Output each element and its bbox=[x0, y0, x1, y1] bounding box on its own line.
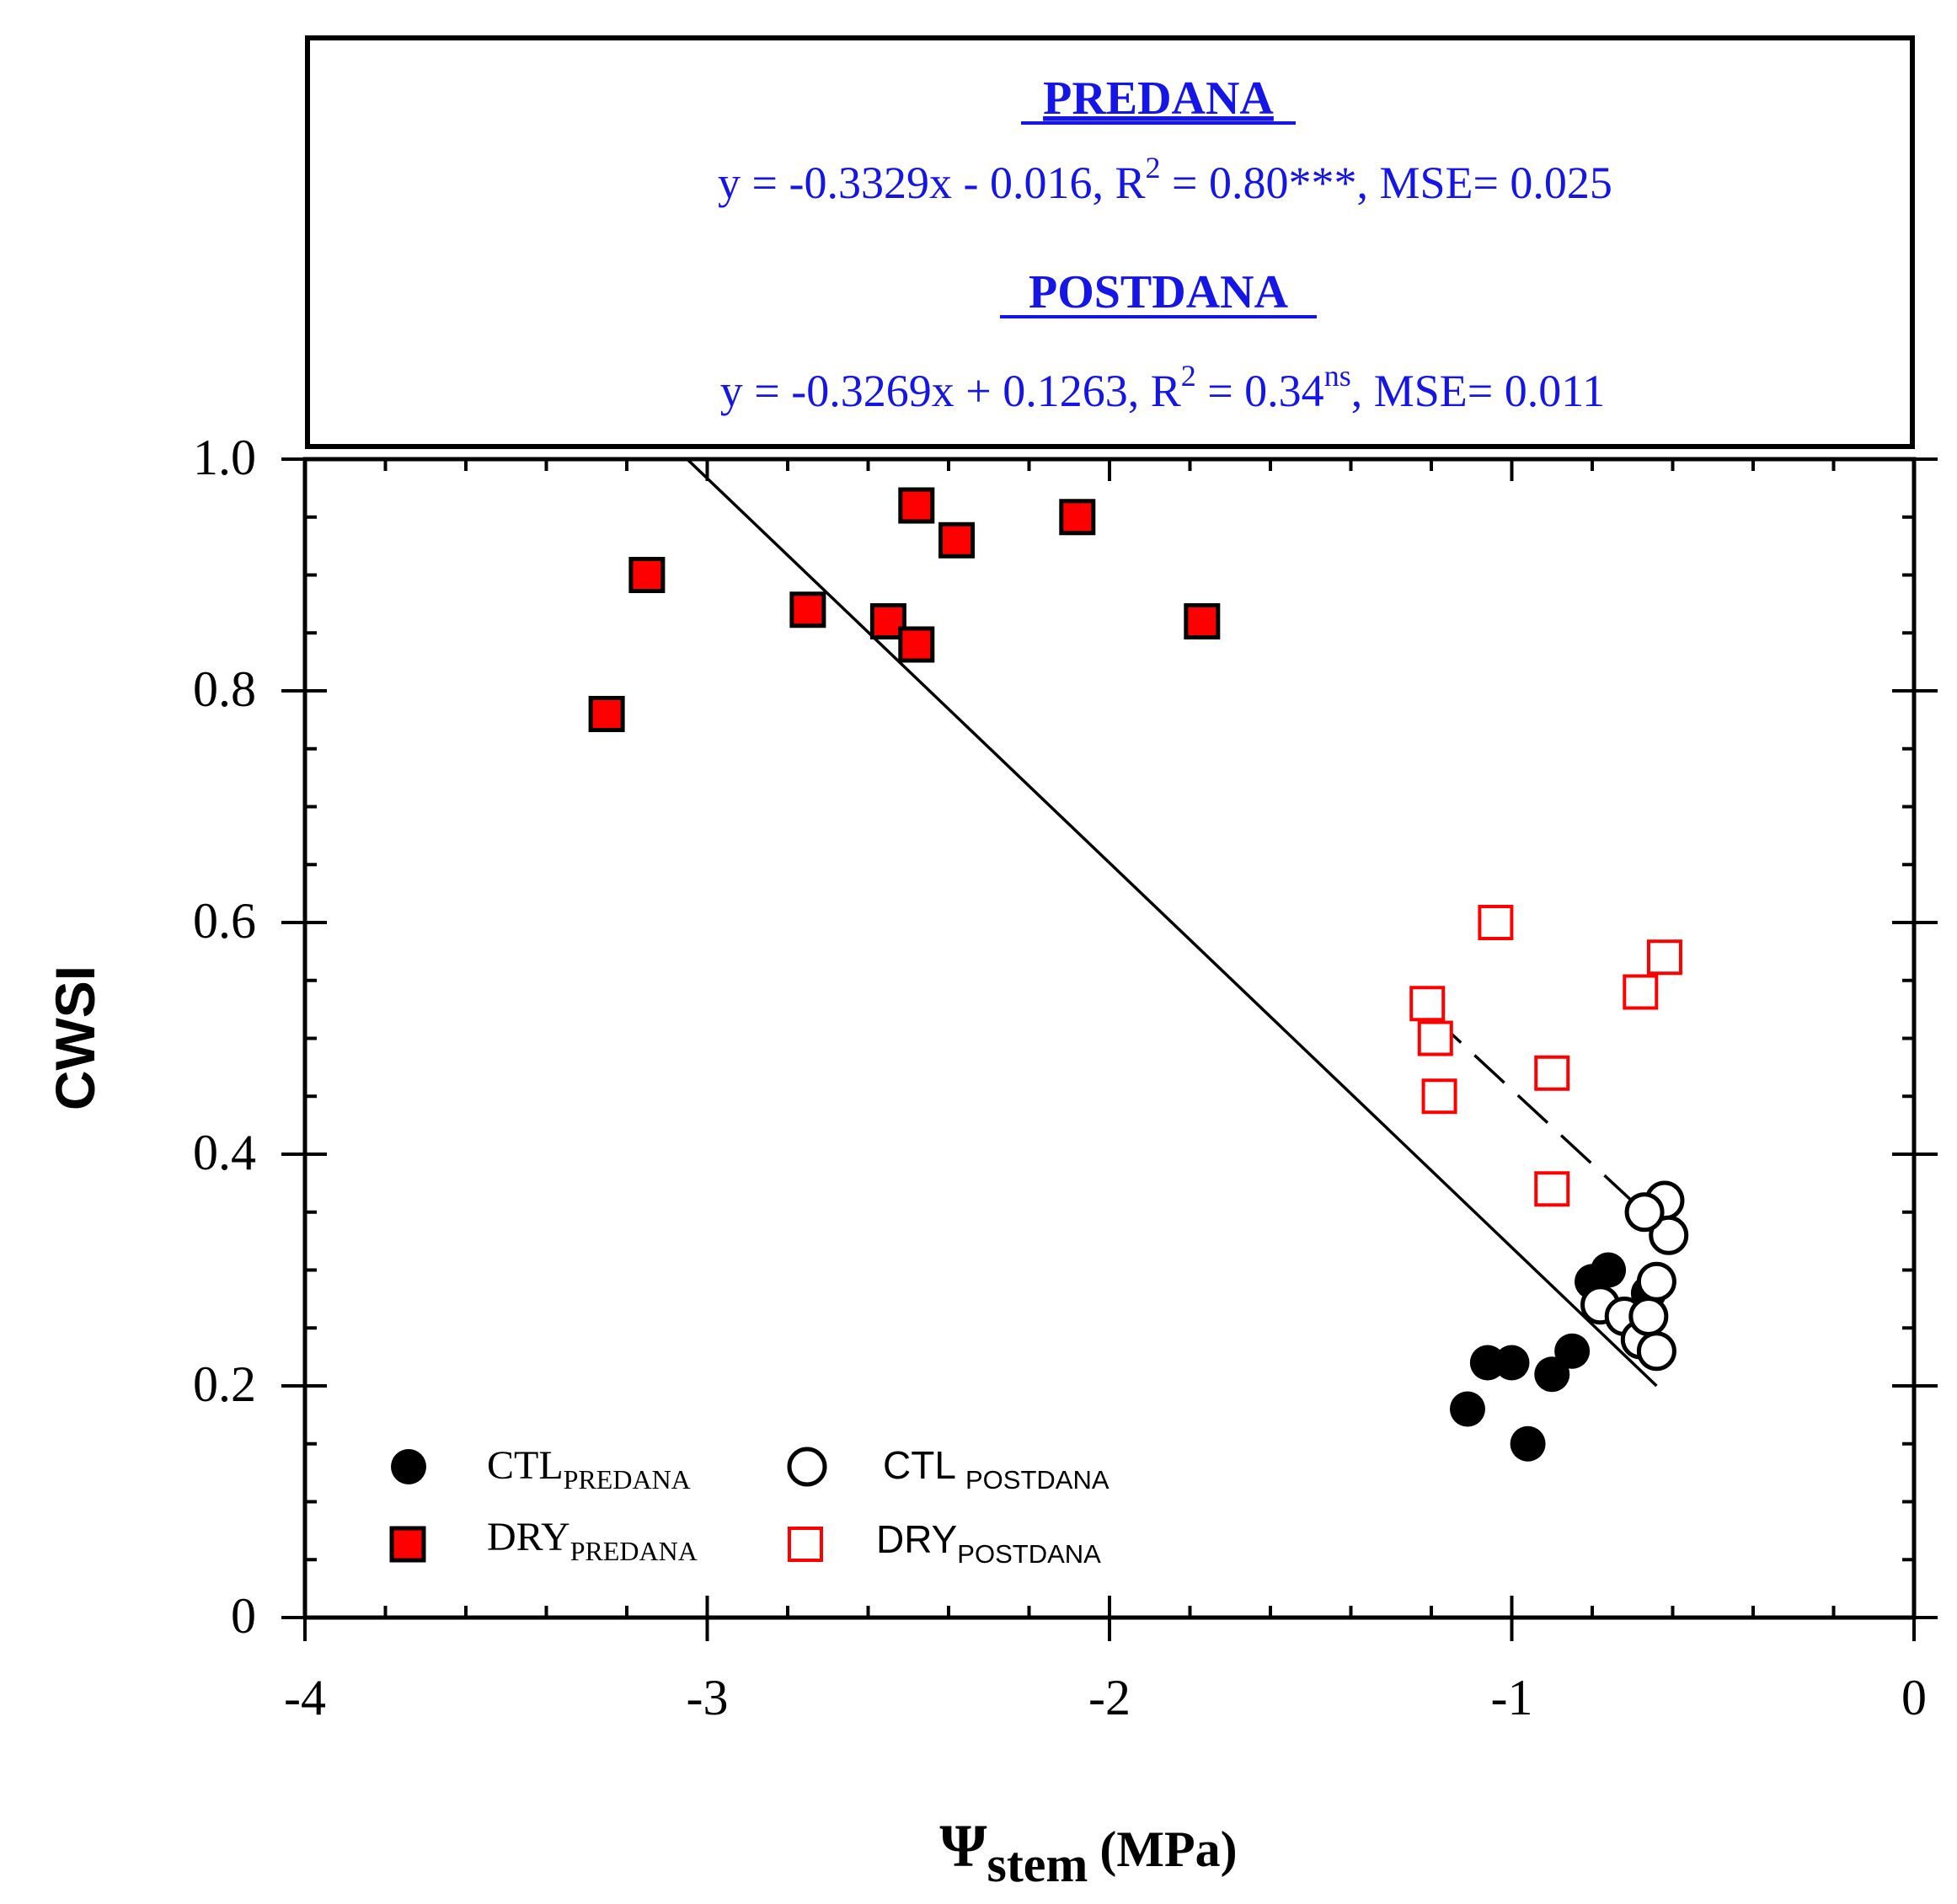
point-ctl-postdana bbox=[1649, 1215, 1689, 1255]
axis-tick-labels: -4 -3 -2 -1 0 0 0.2 0.4 0.6 0.8 1.0 bbox=[193, 430, 1927, 1725]
point-ctl-postdana bbox=[1628, 1297, 1669, 1336]
point-ctl-postdana bbox=[1636, 1261, 1676, 1302]
point-dry-postdana bbox=[1646, 939, 1682, 976]
postdana-equation: y = -0.3269x + 0.1263, R2 = 0.34ns, MSE=… bbox=[720, 359, 1605, 416]
x-axis-title: Ψstem (MPa) bbox=[939, 1812, 1237, 1892]
postdana-ns-superscript: ns bbox=[1324, 359, 1351, 393]
x-tick-label: -1 bbox=[1491, 1670, 1533, 1725]
point-ctl-predana bbox=[1449, 1391, 1485, 1427]
point-dry-predana bbox=[898, 626, 935, 663]
y-tick-label: 0.2 bbox=[193, 1356, 256, 1412]
predana-equation: y = -0.3329x - 0.016, R2 = 0.80***, MSE=… bbox=[718, 151, 1612, 208]
x-axis-title-subscript: stem bbox=[987, 1837, 1088, 1892]
legend-marker-dry-postdana bbox=[788, 1527, 823, 1562]
point-dry-predana bbox=[588, 696, 625, 732]
legend-label-dry-postdana: DRYPOSTDANA bbox=[876, 1517, 1101, 1569]
point-ctl-postdana bbox=[1624, 1192, 1665, 1233]
point-dry-postdana bbox=[1478, 905, 1514, 940]
legend: CTLPREDANA CTL POSTDANA DRYPREDANA DRYPO… bbox=[389, 1443, 1110, 1569]
data-points bbox=[588, 487, 1689, 1462]
postdana-fit-line bbox=[1430, 1014, 1658, 1225]
point-dry-postdana bbox=[1534, 1055, 1570, 1091]
point-dry-predana bbox=[898, 487, 935, 524]
point-dry-postdana bbox=[1417, 1020, 1453, 1056]
y-tick-label: 1.0 bbox=[193, 430, 256, 485]
point-ctl-predana bbox=[1591, 1252, 1627, 1288]
legend-label-ctl-predana: CTLPREDANA bbox=[487, 1443, 691, 1495]
annotation-box: PREDANA y = -0.3329x - 0.016, R2 = 0.80*… bbox=[305, 35, 1915, 449]
y-tick-label: 0.8 bbox=[193, 661, 256, 717]
regression-lines bbox=[686, 457, 1658, 1388]
point-ctl-predana bbox=[1510, 1425, 1546, 1462]
predana-fit-line bbox=[686, 457, 1658, 1388]
postdana-r2-superscript: 2 bbox=[1181, 359, 1196, 393]
point-ctl-postdana bbox=[1636, 1331, 1676, 1372]
postdana-title: POSTDANA bbox=[1029, 266, 1289, 318]
predana-title: PREDANA bbox=[1043, 72, 1274, 125]
y-tick-label: 0.6 bbox=[193, 893, 256, 949]
point-dry-predana bbox=[1184, 603, 1221, 639]
point-dry-postdana bbox=[1421, 1078, 1457, 1115]
point-dry-postdana bbox=[1409, 986, 1446, 1022]
y-tick-label: 0 bbox=[231, 1588, 256, 1644]
point-dry-predana bbox=[789, 591, 826, 628]
x-tick-label: -2 bbox=[1088, 1670, 1131, 1725]
point-ctl-predana bbox=[1534, 1356, 1570, 1393]
y-tick-label: 0.4 bbox=[193, 1125, 256, 1180]
legend-marker-ctl-postdana bbox=[787, 1447, 827, 1487]
x-tick-label: 0 bbox=[1901, 1670, 1927, 1725]
x-tick-label: -4 bbox=[284, 1670, 326, 1725]
point-dry-postdana bbox=[1623, 974, 1659, 1010]
annotation-frame bbox=[305, 35, 1915, 449]
axis-ticks bbox=[281, 457, 1938, 1641]
point-dry-predana bbox=[628, 557, 666, 593]
legend-marker-dry-predana bbox=[389, 1526, 426, 1563]
y-axis-title: CWSI bbox=[44, 965, 106, 1110]
legend-label-dry-predana: DRYPREDANA bbox=[487, 1515, 698, 1566]
predana-r2-superscript: 2 bbox=[1145, 151, 1160, 185]
point-dry-predana bbox=[1059, 499, 1096, 536]
point-ctl-predana bbox=[1494, 1345, 1530, 1381]
point-dry-predana bbox=[938, 521, 976, 559]
point-ctl-predana bbox=[1554, 1333, 1591, 1369]
point-dry-postdana bbox=[1534, 1171, 1570, 1207]
legend-label-ctl-postdana: CTL POSTDANA bbox=[883, 1443, 1110, 1495]
legend-marker-ctl-predana bbox=[391, 1449, 426, 1484]
x-tick-label: -3 bbox=[687, 1670, 729, 1725]
